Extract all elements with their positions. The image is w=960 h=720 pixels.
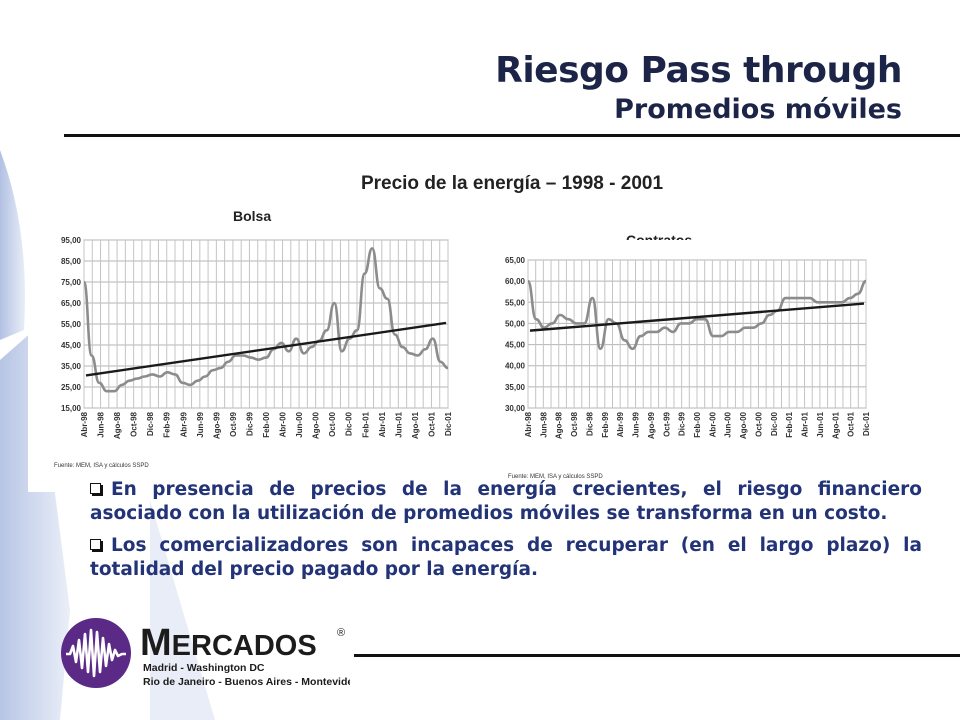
contratos-ytick-label: 50,00 — [505, 319, 526, 328]
bolsa-ytick-label: 25,00 — [61, 383, 82, 392]
contratos-xtick-label: Dic-01 — [862, 411, 871, 436]
contratos-xtick-label: Jun-99 — [632, 411, 641, 437]
contratos-ytick-label: 55,00 — [505, 298, 526, 307]
bolsa-xtick-label: Feb-01 — [361, 411, 370, 437]
square-bullet-icon — [90, 539, 101, 550]
contratos-chart-panel: 65,00 60,00 55,00 50,00 45,00 40,00 35,00 30,00… — [464, 240, 880, 485]
contratos-xtick-label: Oct-01 — [847, 411, 856, 436]
wave-icon — [66, 628, 126, 678]
bolsa-trend-line — [85, 321, 447, 377]
header-rule — [64, 134, 960, 137]
contratos-xtick-label: Ago-01 — [831, 411, 840, 439]
contratos-xtick-label: Abr-01 — [801, 411, 810, 437]
bolsa-ytick-label: 55,00 — [61, 320, 82, 329]
bolsa-xtick-label: Oct-00 — [328, 411, 337, 436]
contratos-xtick-label: Feb-99 — [601, 411, 610, 437]
contratos-xtick-label: Abr-99 — [616, 411, 625, 437]
contratos-ytick-label: 35,00 — [505, 383, 526, 392]
contratos-xtick-label: Abr-98 — [524, 411, 533, 437]
contratos-xtick-label: Dic-98 — [585, 411, 594, 436]
contratos-trend-line — [529, 302, 865, 332]
bolsa-ytick-label: 45,00 — [61, 341, 82, 350]
contratos-xtick-label: Oct-99 — [662, 411, 671, 436]
bolsa-xtick-label: Jun-00 — [295, 411, 304, 437]
contratos-ytick-label: 40,00 — [505, 362, 526, 371]
bullet-item: En presencia de precios de la energía cr… — [90, 478, 922, 526]
bolsa-ytick-label: 85,00 — [61, 257, 82, 266]
bolsa-xtick-label: Ago-01 — [411, 411, 420, 439]
bolsa-xtick-label: Ago-99 — [212, 411, 221, 439]
bolsa-xtick-label: Dic-01 — [444, 411, 453, 436]
slide-subtitle: Promedios móviles — [614, 94, 902, 125]
contratos-xtick-label: Feb-01 — [785, 411, 794, 437]
bolsa-xtick-label: Dic-99 — [245, 411, 254, 436]
bolsa-xtick-label: Ago-00 — [312, 411, 321, 439]
slide-title: Riesgo Pass through — [495, 50, 902, 91]
bolsa-ytick-label: 65,00 — [61, 299, 82, 308]
bolsa-xtick-label: Feb-00 — [262, 411, 271, 437]
contratos-ytick-label: 60,00 — [505, 277, 526, 286]
bolsa-xtick-label: Abr-00 — [279, 411, 288, 437]
bolsa-ytick-label: 75,00 — [61, 278, 82, 287]
contratos-xtick-label: Dic-99 — [678, 411, 687, 436]
bolsa-xtick-label: Dic-98 — [146, 411, 155, 436]
logo-graphic: MERCADOS ® Madrid - Washington DC Rio de… — [61, 618, 360, 688]
contratos-xtick-label: Jun-00 — [724, 411, 733, 437]
contratos-xtick-label: Jun-01 — [816, 411, 825, 437]
bolsa-xtick-label: Abr-01 — [378, 411, 387, 437]
bullet-list: En presencia de precios de la energía cr… — [90, 478, 922, 590]
bullet-text: Los comercializadores son incapaces de r… — [90, 535, 922, 580]
contratos-xtick-label: Ago-98 — [555, 411, 564, 439]
bolsa-xtick-label: Jun-98 — [97, 411, 106, 437]
contratos-xtick-label: Ago-00 — [739, 411, 748, 439]
bolsa-xtick-label: Feb-99 — [163, 411, 172, 437]
bolsa-xtick-label: Oct-99 — [229, 411, 238, 436]
bolsa-xtick-label: Abr-99 — [179, 411, 188, 437]
bolsa-ytick-label: 95,00 — [61, 236, 82, 245]
bullet-item: Los comercializadores son incapaces de r… — [90, 534, 922, 582]
contratos-xtick-label: Feb-00 — [693, 411, 702, 437]
contratos-xtick-label: Dic-00 — [770, 411, 779, 436]
bolsa-source-note: Fuente: MEM, ISA y cálculos SSPD — [54, 463, 149, 469]
bullet-text: En presencia de precios de la energía cr… — [90, 479, 922, 524]
footer-rule — [354, 654, 960, 657]
contratos-price-line — [526, 279, 867, 351]
contratos-xtick-label: Ago-99 — [647, 411, 656, 439]
bolsa-ytick-label: 35,00 — [61, 362, 82, 371]
contratos-xtick-label: Oct-00 — [754, 411, 763, 436]
bolsa-xtick-label: Oct-01 — [427, 411, 436, 436]
bolsa-xtick-label: Oct-98 — [130, 411, 139, 436]
bolsa-xtick-label: Abr-98 — [80, 411, 89, 437]
contratos-ytick-label: 45,00 — [505, 341, 526, 350]
bolsa-chart-panel: 95,00 85,00 75,00 65,00 55,00 45,00 35,00 25,00… — [28, 234, 458, 492]
square-bullet-icon — [90, 483, 101, 494]
contratos-source-note: Fuente: MEM, ISA y cálculos SSPD — [508, 474, 603, 480]
logo-cities-line2: Rio de Janeiro - Buenos Aires - Montevid… — [143, 676, 350, 688]
bolsa-chart-title: Bolsa — [233, 208, 272, 224]
bolsa-chart: 95,00 85,00 75,00 65,00 55,00 45,00 35,00 25,00… — [54, 236, 453, 469]
bolsa-ytick-label: 15,00 — [61, 404, 82, 413]
contratos-chart: 65,00 60,00 55,00 50,00 45,00 40,00 35,00 30,00… — [505, 256, 871, 480]
mercados-logo: MERCADOS ® Madrid - Washington DC Rio de… — [60, 616, 360, 690]
bolsa-xtick-label: Dic-00 — [345, 411, 354, 436]
logo-wordmark: MERCADOS — [140, 622, 317, 664]
bolsa-price-line — [82, 247, 449, 393]
contratos-xtick-label: Jun-98 — [539, 411, 548, 437]
contratos-ytick-label: 65,00 — [505, 256, 526, 265]
bolsa-xtick-label: Jun-01 — [394, 411, 403, 437]
contratos-xtick-label: Oct-98 — [570, 411, 579, 436]
bolsa-xtick-label: Jun-99 — [196, 411, 205, 437]
chart-heading: Precio de la energía – 1998 - 2001 — [360, 173, 664, 194]
contratos-ytick-label: 30,00 — [505, 404, 526, 413]
logo-cities-line1: Madrid - Washington DC — [143, 662, 265, 674]
registered-mark: ® — [337, 627, 345, 639]
contratos-xtick-label: Abr-00 — [708, 411, 717, 437]
bolsa-xtick-label: Ago-98 — [113, 411, 122, 439]
